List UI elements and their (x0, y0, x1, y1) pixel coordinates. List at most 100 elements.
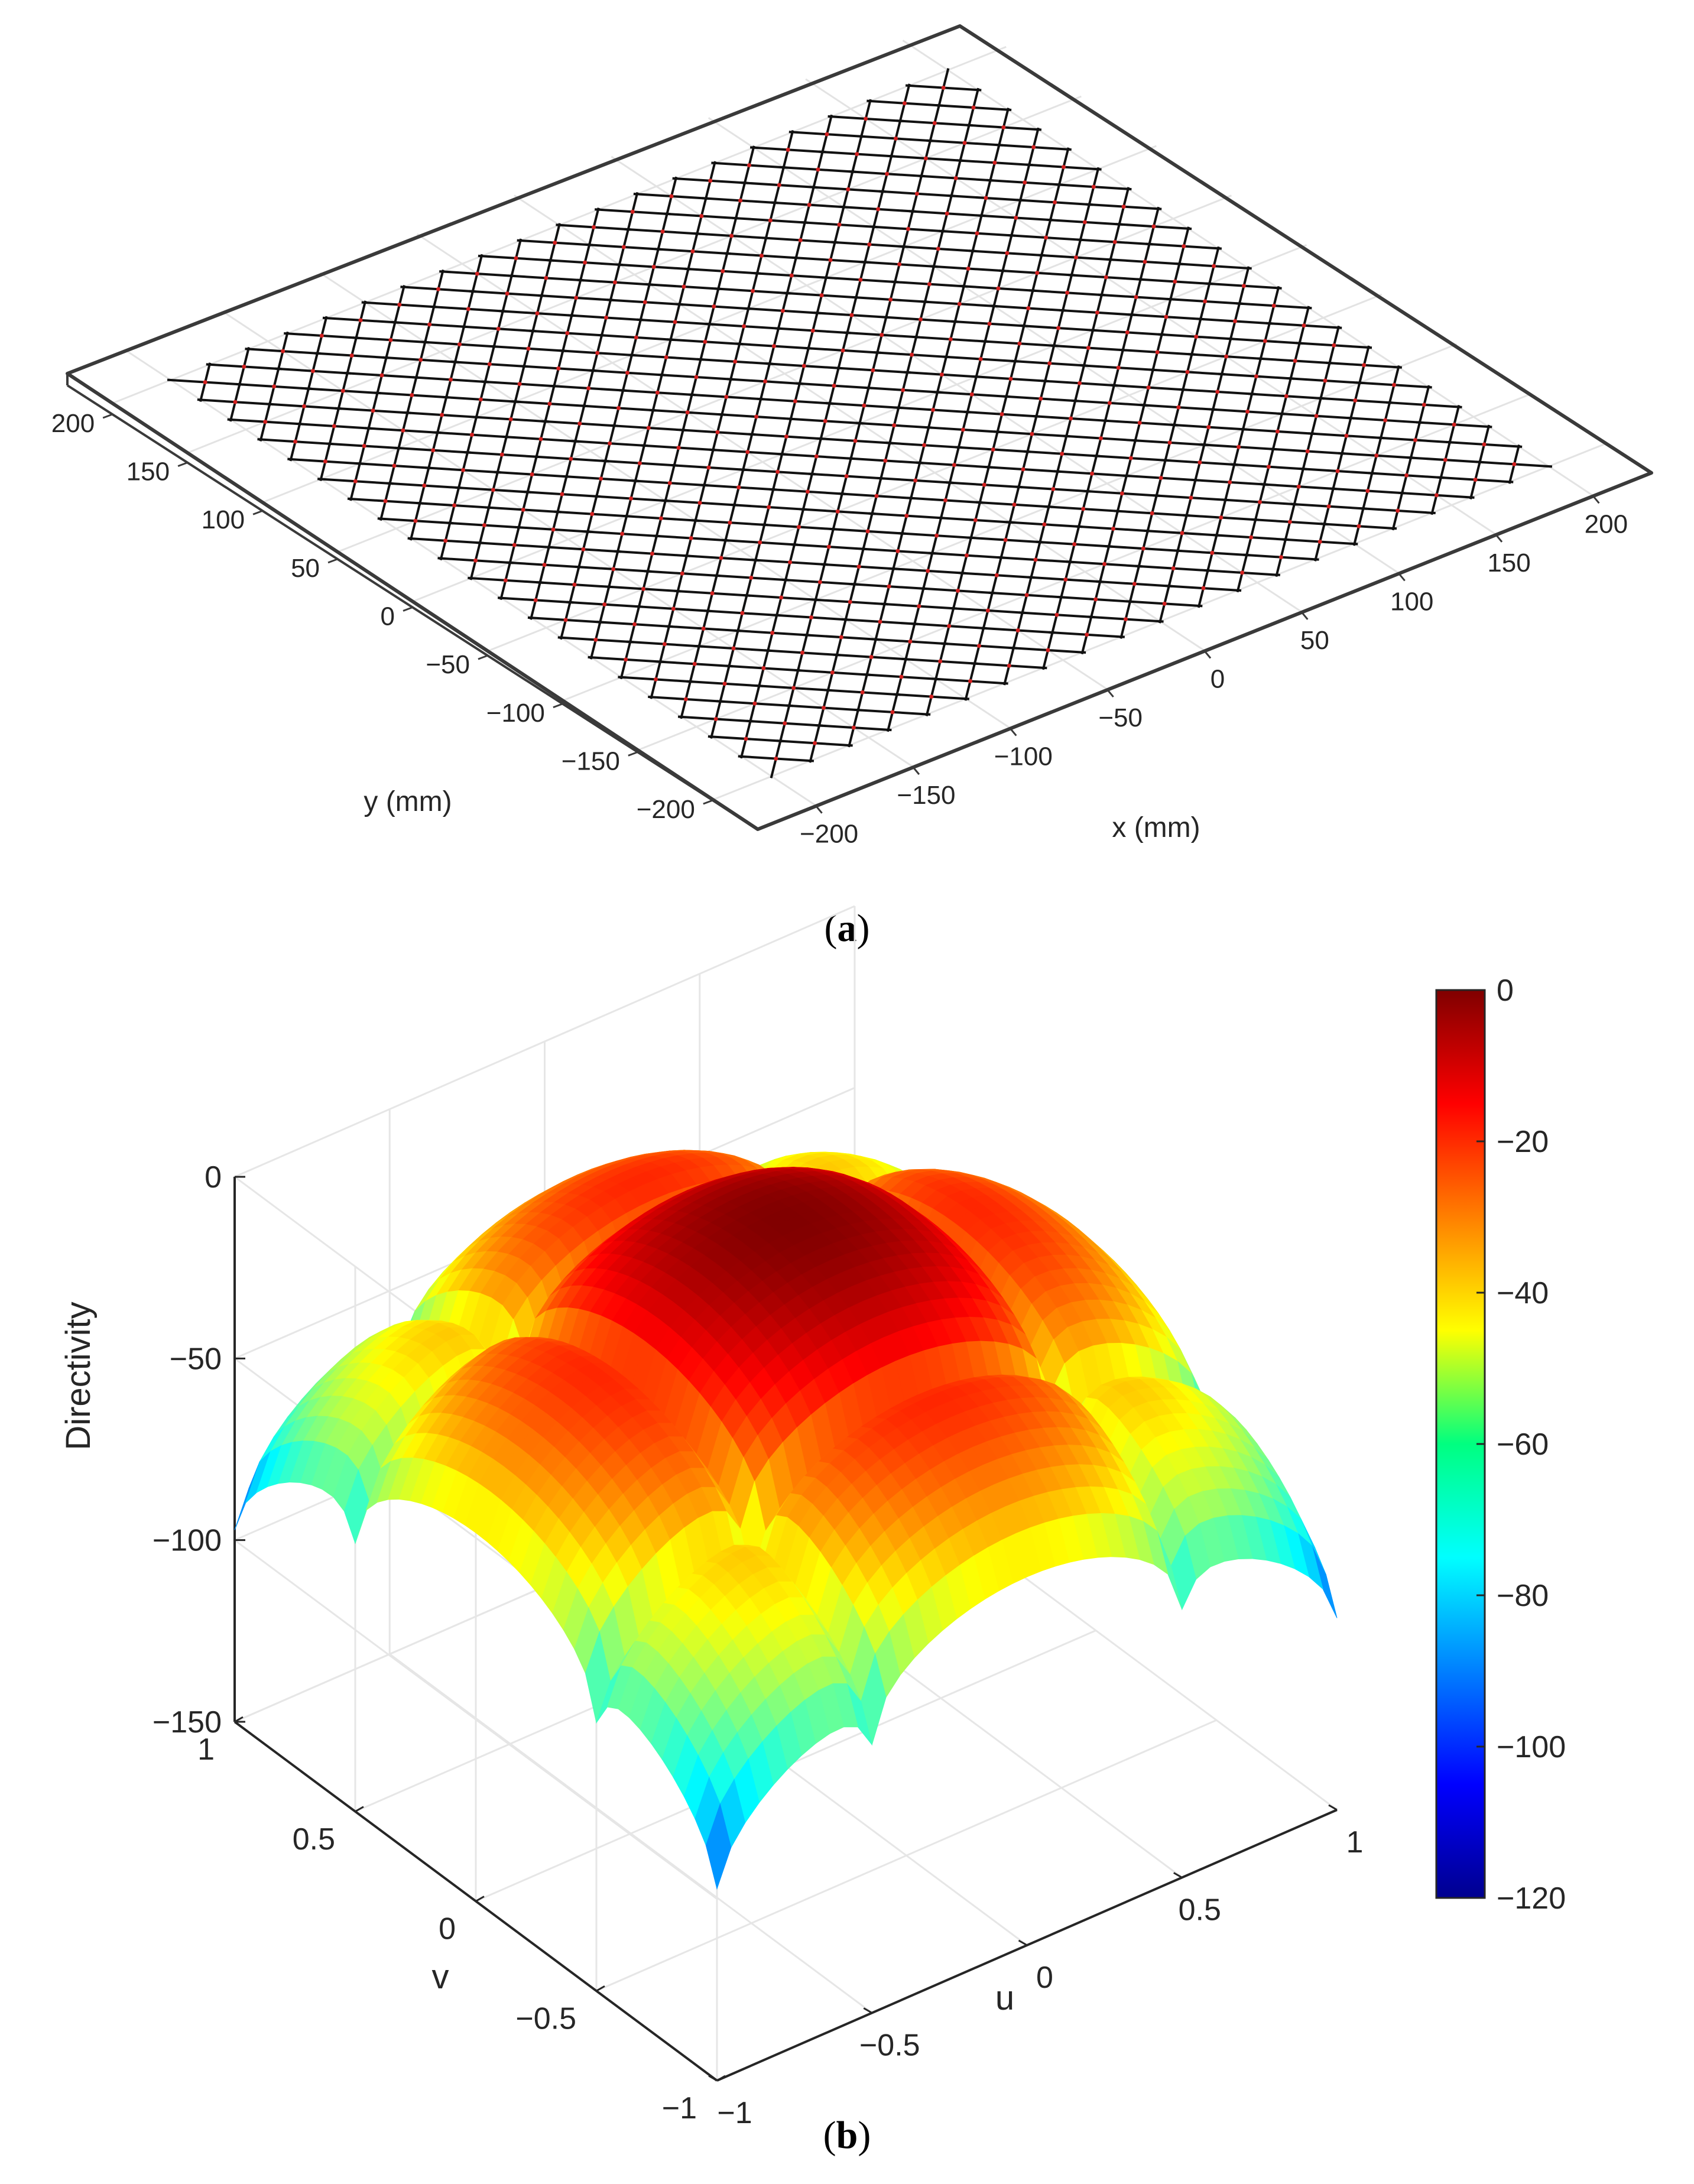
feed-point (971, 105, 976, 110)
feed-point (914, 192, 919, 196)
feed-point (1065, 290, 1070, 295)
array-element (799, 492, 876, 531)
feed-point (759, 254, 764, 258)
array-element (468, 560, 544, 601)
feed-point (692, 661, 697, 666)
array-element (963, 394, 1040, 434)
feed-point (293, 439, 298, 444)
feed-point (801, 364, 806, 368)
array-element (615, 247, 692, 287)
array-element (227, 402, 304, 442)
array-element (533, 439, 609, 479)
array-element (911, 606, 987, 646)
array-element (1213, 517, 1289, 557)
feed-point (1150, 511, 1154, 515)
feed-point (203, 380, 207, 385)
feed-point (973, 518, 978, 523)
array-element (421, 324, 498, 364)
feed-point (826, 544, 831, 549)
colorbar-tick-label: −60 (1497, 1427, 1549, 1462)
feed-point (1112, 239, 1117, 244)
feed-point (1119, 491, 1124, 496)
feed-point (319, 333, 324, 338)
array-element (851, 566, 927, 606)
panel-a-y-axis-ticks: −200 −150 −100 −50 0 50 100 150 200 (51, 409, 713, 824)
feed-point (761, 666, 766, 671)
array-element (788, 114, 865, 154)
array-element (476, 525, 553, 565)
feed-point (401, 428, 405, 433)
array-element (1167, 281, 1243, 322)
feed-point (1116, 365, 1121, 370)
feed-point (1039, 397, 1043, 401)
array-element (900, 229, 976, 269)
panel-a-x-tick-mark (1398, 573, 1406, 582)
feed-point (733, 359, 738, 364)
array-element (485, 490, 562, 530)
feed-point (777, 183, 781, 187)
feed-point (945, 211, 949, 216)
panel-b-z-tick-label: −150 (152, 1705, 222, 1740)
panel-a-x-tick-label: −200 (800, 820, 858, 849)
feed-point (800, 650, 805, 655)
feed-point (731, 646, 736, 651)
feed-point (1413, 438, 1417, 443)
feed-point (655, 390, 660, 395)
array-element (754, 255, 830, 296)
feed-point (616, 405, 621, 410)
array-element (739, 452, 816, 492)
array-element (1140, 387, 1217, 427)
feed-point (1383, 418, 1388, 423)
feed-point (697, 501, 702, 505)
array-element (852, 280, 929, 320)
feed-point (505, 291, 510, 296)
feed-point (913, 478, 918, 483)
array-element (305, 371, 381, 411)
feed-point (1123, 617, 1128, 622)
array-element (898, 515, 975, 556)
feed-point (931, 407, 936, 412)
array-element (1126, 584, 1203, 624)
array-element (1308, 416, 1385, 456)
panel-b-v-tick-label: −1 (662, 2091, 697, 2125)
feed-point (839, 635, 843, 640)
feed-point (1357, 524, 1361, 528)
feed-point (521, 507, 525, 512)
feed-point (798, 238, 803, 242)
array-element (1347, 400, 1423, 440)
array-element (843, 315, 920, 355)
feed-point (1201, 586, 1206, 590)
panel-b-directivity-surface-mesh (234, 1150, 1338, 1890)
feed-point (1030, 431, 1034, 436)
array-element (437, 540, 514, 580)
feed-point (1054, 612, 1059, 617)
array-element (770, 472, 846, 512)
array-element (1033, 398, 1109, 439)
panel-b-colorbar: 0 −20 −40 −60 −80 −100 −120 (1435, 973, 1566, 1916)
feed-point (551, 527, 556, 532)
panel-a-y-tick-mark (553, 703, 563, 709)
feed-point (1258, 499, 1263, 504)
array-element (913, 319, 989, 359)
array-element (895, 390, 971, 430)
panel-a-x-tick-label: 150 (1487, 549, 1530, 577)
array-element (374, 375, 450, 415)
feed-point (1452, 422, 1456, 427)
feed-point (642, 300, 647, 304)
feed-point (1473, 478, 1478, 482)
array-element (1317, 381, 1394, 420)
array-element (997, 540, 1074, 580)
feed-point (816, 167, 820, 172)
panel-a-y-axis-label: y (mm) (364, 786, 452, 817)
array-element (1011, 343, 1088, 384)
feed-point (1194, 335, 1199, 339)
panel-b-v-tick-mark (234, 1716, 244, 1723)
panel-a-x-tick-mark (1495, 534, 1503, 543)
panel-b-u-tick-mark (1173, 1872, 1183, 1878)
feed-point (533, 598, 538, 602)
array-element (452, 344, 528, 384)
panel-b-u-tick-mark (1018, 1939, 1028, 1946)
feed-point (999, 412, 1004, 417)
array-element (909, 193, 985, 233)
feed-point (1302, 323, 1306, 328)
